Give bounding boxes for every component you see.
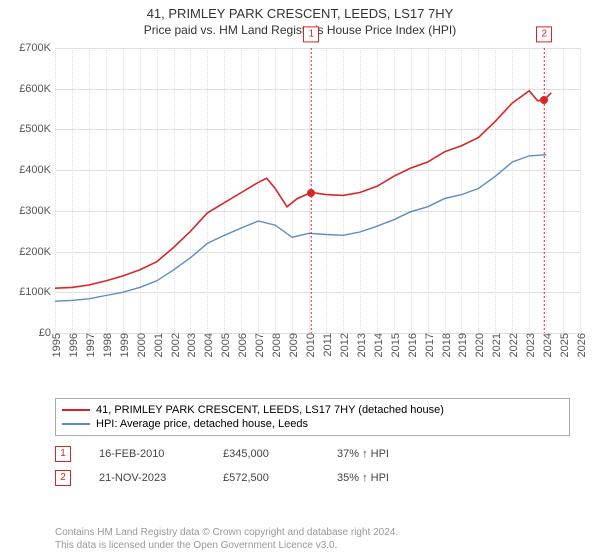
xtick-label: 2015 bbox=[386, 333, 402, 357]
legend-swatch bbox=[62, 423, 90, 425]
ytick-label: £400K bbox=[19, 164, 55, 176]
xtick-label: 2016 bbox=[403, 333, 419, 357]
xtick-label: 2006 bbox=[233, 333, 249, 357]
xtick-label: 2002 bbox=[166, 333, 182, 357]
line-series-svg bbox=[55, 48, 580, 333]
series-line bbox=[55, 155, 546, 302]
legend-swatch bbox=[62, 409, 90, 411]
xtick-label: 2017 bbox=[420, 333, 436, 357]
event-marker-box: 2 bbox=[536, 26, 552, 42]
xtick-label: 2025 bbox=[555, 333, 571, 357]
xtick-label: 2003 bbox=[182, 333, 198, 357]
event-table: 1 16-FEB-2010 £345,000 37% ↑ HPI 2 21-NOV-202… bbox=[55, 442, 570, 490]
legend-row: HPI: Average price, detached house, Leed… bbox=[62, 417, 563, 431]
xtick-label: 2004 bbox=[199, 333, 215, 357]
xtick-label: 2026 bbox=[572, 333, 588, 357]
xtick-label: 2019 bbox=[453, 333, 469, 357]
xtick-label: 2005 bbox=[216, 333, 232, 357]
xtick-label: 2000 bbox=[132, 333, 148, 357]
xtick-label: 2013 bbox=[352, 333, 368, 357]
xtick-label: 2010 bbox=[301, 333, 317, 357]
event-row: 2 21-NOV-2023 £572,500 35% ↑ HPI bbox=[55, 466, 570, 490]
footer-line2: This data is licensed under the Open Gov… bbox=[55, 539, 570, 552]
event-row: 1 16-FEB-2010 £345,000 37% ↑ HPI bbox=[55, 442, 570, 466]
xtick-label: 1996 bbox=[64, 333, 80, 357]
legend-row: 41, PRIMLEY PARK CRESCENT, LEEDS, LS17 7… bbox=[62, 403, 563, 417]
xtick-label: 1997 bbox=[81, 333, 97, 357]
ytick-label: £600K bbox=[19, 83, 55, 95]
chart-plot-area: £0£100K£200K£300K£400K£500K£600K£700K199… bbox=[55, 48, 580, 333]
xtick-label: 2011 bbox=[318, 333, 334, 357]
event-marker-box: 1 bbox=[303, 26, 319, 42]
event-hpi: 35% ↑ HPI bbox=[337, 472, 427, 484]
event-marker-dot bbox=[540, 96, 548, 104]
event-date: 16-FEB-2010 bbox=[99, 448, 199, 460]
chart-title: 41, PRIMLEY PARK CRESCENT, LEEDS, LS17 7… bbox=[0, 0, 600, 21]
ytick-label: £300K bbox=[19, 205, 55, 217]
ytick-label: £100K bbox=[19, 286, 55, 298]
xtick-label: 1995 bbox=[47, 333, 63, 357]
chart-container: 41, PRIMLEY PARK CRESCENT, LEEDS, LS17 7… bbox=[0, 0, 600, 560]
legend: 41, PRIMLEY PARK CRESCENT, LEEDS, LS17 7… bbox=[55, 398, 570, 436]
ytick-label: £200K bbox=[19, 246, 55, 258]
ytick-label: £500K bbox=[19, 123, 55, 135]
ytick-label: £700K bbox=[19, 42, 55, 54]
xtick-label: 2009 bbox=[284, 333, 300, 357]
event-price: £345,000 bbox=[223, 448, 313, 460]
xtick-label: 2014 bbox=[369, 333, 385, 357]
legend-label: 41, PRIMLEY PARK CRESCENT, LEEDS, LS17 7… bbox=[96, 404, 444, 416]
chart-subtitle: Price paid vs. HM Land Registry's House … bbox=[0, 21, 600, 37]
event-date: 21-NOV-2023 bbox=[99, 472, 199, 484]
xtick-label: 1998 bbox=[98, 333, 114, 357]
xtick-label: 2012 bbox=[335, 333, 351, 357]
xtick-label: 2008 bbox=[267, 333, 283, 357]
xtick-label: 2007 bbox=[250, 333, 266, 357]
event-index-box: 2 bbox=[55, 470, 71, 486]
event-hpi: 37% ↑ HPI bbox=[337, 448, 427, 460]
legend-label: HPI: Average price, detached house, Leed… bbox=[96, 418, 308, 430]
event-index-box: 1 bbox=[55, 446, 71, 462]
event-price: £572,500 bbox=[223, 472, 313, 484]
xtick-label: 2021 bbox=[487, 333, 503, 357]
xtick-label: 2018 bbox=[437, 333, 453, 357]
footer-line1: Contains HM Land Registry data © Crown c… bbox=[55, 526, 570, 539]
xtick-label: 1999 bbox=[115, 333, 131, 357]
event-marker-dot bbox=[307, 189, 315, 197]
xtick-label: 2022 bbox=[504, 333, 520, 357]
footer-attribution: Contains HM Land Registry data © Crown c… bbox=[55, 526, 570, 552]
xtick-label: 2001 bbox=[149, 333, 165, 357]
xtick-label: 2024 bbox=[538, 333, 554, 357]
xtick-label: 2020 bbox=[470, 333, 486, 357]
xtick-label: 2023 bbox=[521, 333, 537, 357]
